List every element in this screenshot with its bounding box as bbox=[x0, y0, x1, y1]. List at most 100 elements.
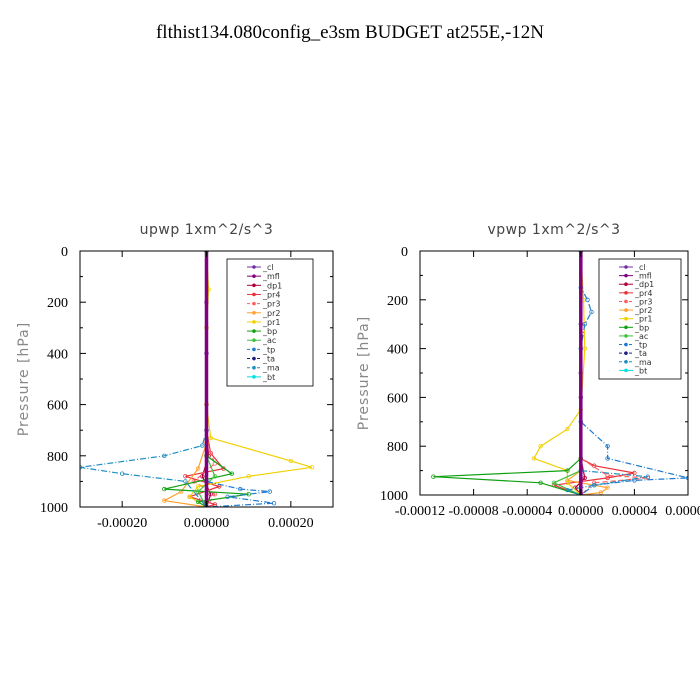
series-point-pr1 bbox=[288, 458, 293, 464]
series-point-pr1 bbox=[531, 456, 537, 461]
series-line-bp bbox=[433, 251, 582, 495]
legend-label-ta: _ta bbox=[262, 355, 275, 364]
x-tick-label: -0.00020 bbox=[97, 516, 147, 531]
series-point-ma bbox=[645, 474, 650, 479]
legend-marker-pr2 bbox=[624, 308, 628, 312]
legend-marker-cl bbox=[252, 265, 256, 269]
legend-label-pr4: _pr4 bbox=[634, 289, 652, 298]
legend-marker-pr4 bbox=[624, 291, 628, 295]
series-point-pr2 bbox=[162, 498, 167, 503]
series-point-ac bbox=[212, 474, 218, 479]
series-line-pr1 bbox=[533, 251, 586, 495]
series-line-tp bbox=[580, 251, 688, 495]
series-point-pr2 bbox=[605, 485, 610, 490]
legend-marker-pr3 bbox=[252, 301, 256, 306]
legend-label-pr2: _pr2 bbox=[634, 306, 652, 315]
series-point-pr2 bbox=[598, 490, 604, 495]
series-point-ma bbox=[565, 487, 570, 493]
legend-marker-dp1 bbox=[624, 282, 628, 287]
y-axis-label: Pressure [hPa] bbox=[16, 322, 32, 436]
legend-label-pr2: _pr2 bbox=[262, 309, 280, 318]
series-point-tp bbox=[267, 489, 272, 494]
y-tick-label: 0 bbox=[401, 245, 408, 260]
legend-label-pr1: _pr1 bbox=[634, 315, 652, 324]
series-point-pr2 bbox=[195, 466, 201, 471]
legend-marker-cl bbox=[624, 265, 628, 269]
y-tick-label: 600 bbox=[387, 391, 408, 406]
y-tick-label: 400 bbox=[47, 347, 68, 362]
series-point-tp bbox=[585, 297, 590, 302]
series-point-pr1 bbox=[246, 474, 251, 479]
upwp-panel: upwp 1xm^2/s^3 Pressure [hPa] 0 200 400 600 80… bbox=[16, 222, 334, 531]
series-point-ma bbox=[183, 479, 188, 484]
series-point-tp bbox=[605, 444, 610, 449]
legend-label-mfl: _mfl bbox=[262, 272, 280, 281]
legend-label-cl: _cl bbox=[262, 263, 274, 272]
legend-marker-pr3 bbox=[624, 299, 628, 304]
series-point-pr3 bbox=[605, 473, 610, 478]
series-point-bp bbox=[246, 492, 251, 497]
figure-title: flthist134.080config_e3sm BUDGET at255E,… bbox=[156, 22, 544, 43]
legend-label-bp: _bp bbox=[634, 323, 649, 332]
y-axis-label: Pressure [hPa] bbox=[356, 316, 372, 430]
series-point-bp bbox=[538, 480, 543, 485]
series-point-tp bbox=[589, 309, 594, 315]
legend-label-pr4: _pr4 bbox=[262, 290, 280, 299]
y-tick-label: 0 bbox=[61, 245, 68, 260]
panel-title: upwp 1xm^2/s^3 bbox=[140, 222, 274, 238]
legend-marker-pr4 bbox=[252, 292, 256, 297]
legend-label-pr3: _pr3 bbox=[634, 297, 652, 306]
panel-title: vpwp 1xm^2/s^3 bbox=[487, 222, 620, 238]
series-point-pr4 bbox=[605, 475, 610, 481]
legend-label-tp: _tp bbox=[634, 341, 647, 350]
y-tick-label: 1000 bbox=[40, 501, 68, 516]
y-tick-label: 200 bbox=[387, 294, 408, 309]
series-point-bp bbox=[195, 499, 201, 505]
x-tick-label: -0.00008 bbox=[449, 504, 499, 519]
legend-marker-ac bbox=[624, 334, 628, 338]
series-point-tp bbox=[605, 456, 610, 461]
series-point-pr1 bbox=[565, 426, 570, 432]
series-point-pr1 bbox=[538, 444, 543, 449]
legend-label-dp1: _dp1 bbox=[262, 281, 282, 290]
y-tick-label: 800 bbox=[387, 440, 408, 455]
series-point-bp bbox=[431, 474, 436, 479]
x-tick-label: 0.00000 bbox=[184, 516, 230, 531]
legend-marker-pr1 bbox=[252, 320, 256, 324]
legend-label-ma: _ma bbox=[634, 358, 652, 367]
x-tick-label: 0.00008 bbox=[665, 504, 700, 519]
legend-label-ma: _ma bbox=[262, 364, 280, 373]
y-tick-label: 200 bbox=[47, 296, 68, 311]
x-tick-label: -0.00004 bbox=[502, 504, 552, 519]
legend-marker-bt bbox=[252, 375, 256, 379]
legend: _cl_mfl_dp1_pr4_pr3_pr2_pr1_bp_ac_tp_ta_… bbox=[598, 258, 682, 380]
legend-marker-bp bbox=[624, 325, 628, 330]
legend-marker-tp bbox=[252, 347, 256, 352]
legend-marker-bt bbox=[624, 368, 628, 373]
series-point-ac bbox=[551, 480, 557, 485]
legend-label-ac: _ac bbox=[262, 336, 276, 345]
legend-label-cl: _cl bbox=[634, 263, 646, 272]
legend-marker-ta bbox=[252, 356, 256, 361]
legend-marker-dp1 bbox=[252, 283, 256, 288]
series-point-bp bbox=[229, 471, 234, 476]
legend-label-ac: _ac bbox=[634, 332, 648, 341]
series-point-ac bbox=[195, 489, 201, 494]
series-point-ma bbox=[119, 471, 125, 476]
series-point-pr1 bbox=[309, 465, 315, 470]
series-point-ma bbox=[592, 483, 597, 488]
y-tick-label: 1000 bbox=[380, 489, 408, 504]
series-point-pr1 bbox=[582, 346, 587, 351]
series-point-ma bbox=[162, 453, 167, 458]
legend-marker-mfl bbox=[252, 274, 256, 278]
series-point-tp bbox=[237, 486, 243, 492]
x-tick-label: 0.00000 bbox=[558, 504, 604, 519]
series-point-pr4 bbox=[208, 451, 213, 456]
legend-label-dp1: _dp1 bbox=[634, 280, 654, 289]
y-tick-label: 800 bbox=[47, 450, 68, 465]
series-point-pr1 bbox=[187, 494, 192, 499]
legend: _cl_mfl_dp1_pr4_pr3_pr2_pr1_bp_ac_tp_ta_… bbox=[226, 258, 314, 387]
series-point-dp1 bbox=[582, 475, 587, 481]
legend-label-mfl: _mfl bbox=[634, 272, 652, 281]
